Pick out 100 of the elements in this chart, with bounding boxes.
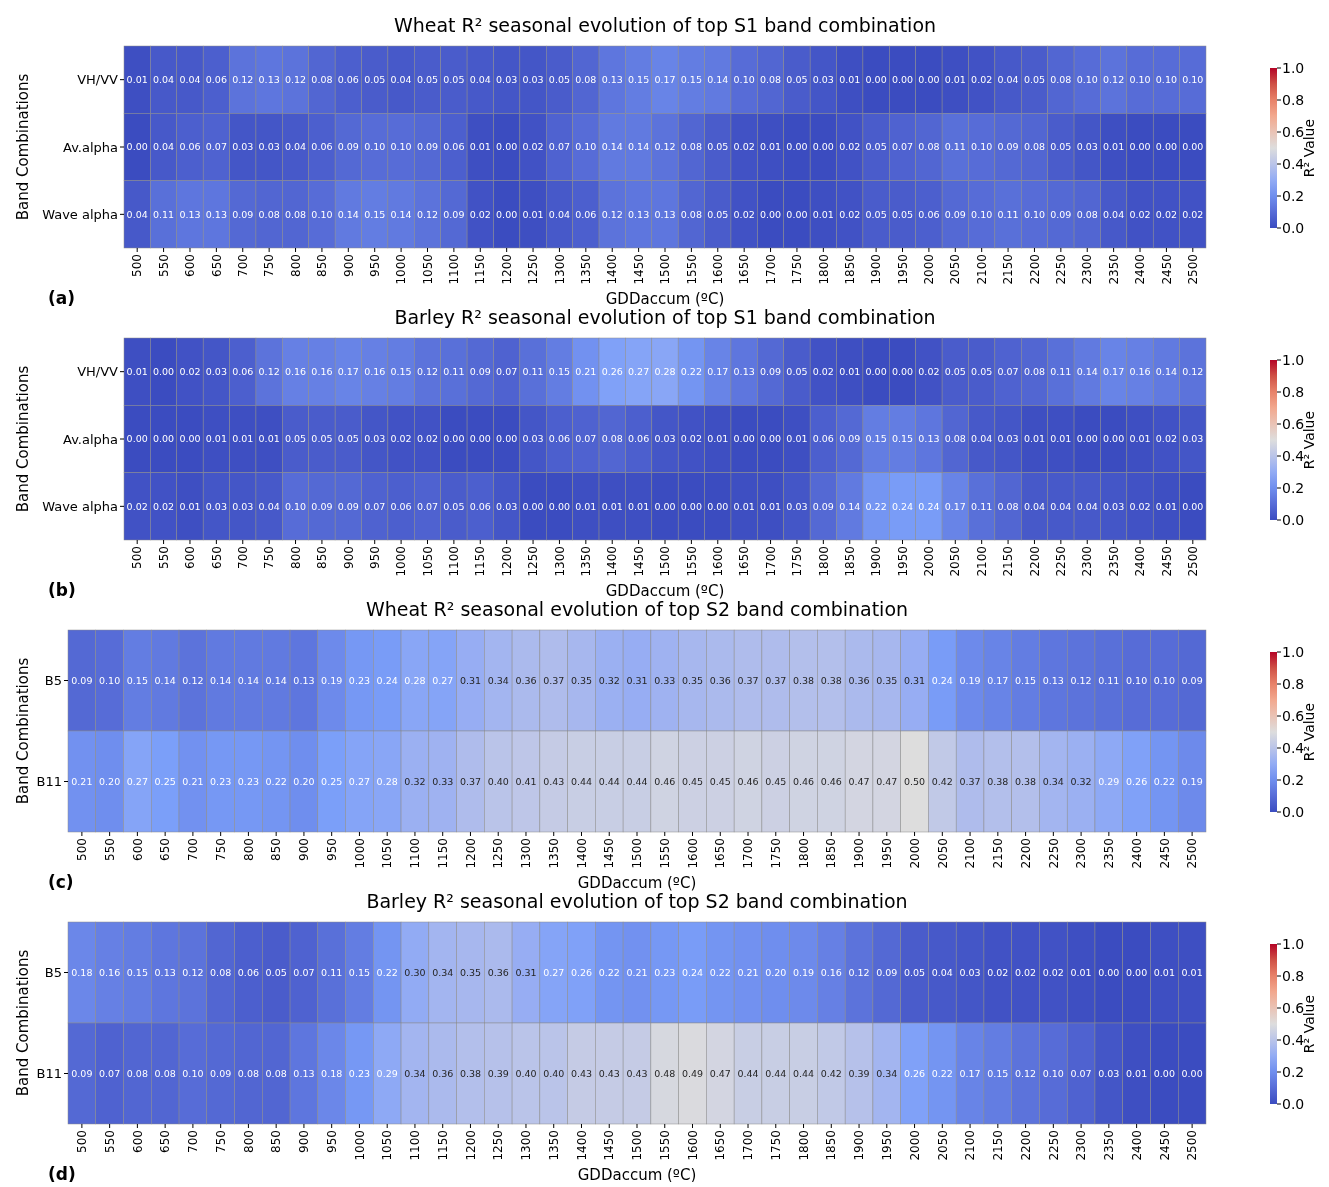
data-label: 0.36 <box>487 966 509 978</box>
x-tick-label: 1700 <box>741 838 756 869</box>
chart-title: Barley R² seasonal evolution of top S1 band combination <box>394 306 936 328</box>
data-label: 0.08 <box>311 73 333 85</box>
data-label: 0.05 <box>284 433 307 445</box>
data-label: 0.09 <box>1050 208 1072 220</box>
data-label: 0.01 <box>232 433 254 445</box>
x-tick-label: 1400 <box>605 254 620 285</box>
data-label: 0.10 <box>971 141 993 153</box>
data-label: 0.00 <box>786 141 808 153</box>
data-label: 0.02 <box>153 500 175 512</box>
data-label: 0.18 <box>71 966 93 978</box>
data-label: 0.00 <box>1153 1067 1175 1079</box>
x-tick-label: 1500 <box>658 254 673 285</box>
x-tick-label: 1800 <box>796 838 811 869</box>
data-label: 0.10 <box>1153 674 1175 686</box>
x-tick-label: 900 <box>341 254 356 277</box>
data-label: 0.10 <box>575 141 597 153</box>
data-label: 0.03 <box>1103 500 1125 512</box>
data-label: 0.03 <box>205 365 227 377</box>
data-label: 0.00 <box>1182 141 1204 153</box>
x-tick-label: 1200 <box>499 546 514 577</box>
data-label: 0.10 <box>1023 208 1046 220</box>
data-label: 0.25 <box>154 775 176 787</box>
data-label: 0.19 <box>1181 775 1203 787</box>
data-label: 0.01 <box>179 500 201 512</box>
data-label: 0.17 <box>1103 365 1125 377</box>
data-label: 0.01 <box>707 433 729 445</box>
data-label: 0.03 <box>522 73 544 85</box>
x-tick-label: 1400 <box>574 838 589 869</box>
data-label: 0.29 <box>1098 775 1120 787</box>
data-label: 0.02 <box>733 141 755 153</box>
data-label: 0.47 <box>848 775 870 787</box>
color-bar-label: 0.8 <box>1282 383 1305 400</box>
data-label: 0.13 <box>258 73 280 85</box>
x-tick-label: 850 <box>269 1130 284 1153</box>
data-label: 0.11 <box>443 365 465 377</box>
data-label: 0.07 <box>99 1067 121 1079</box>
data-label: 0.14 <box>265 674 287 686</box>
data-label: 0.05 <box>443 500 465 512</box>
data-label: 0.09 <box>876 966 898 978</box>
data-label: 0.11 <box>1050 365 1072 377</box>
x-tick-label: 850 <box>315 546 330 569</box>
data-label: 0.00 <box>179 433 201 445</box>
x-tick-label: 2050 <box>935 1130 950 1161</box>
x-tick-label: 1950 <box>880 838 894 869</box>
data-label: 0.00 <box>759 433 782 445</box>
data-label: 0.00 <box>126 141 148 153</box>
data-label: 0.00 <box>1098 966 1120 978</box>
data-label: 0.01 <box>759 500 782 512</box>
x-tick-label: 1100 <box>447 546 462 577</box>
data-label: 0.01 <box>126 365 148 377</box>
data-label: 0.02 <box>179 365 201 377</box>
x-tick-label: 1450 <box>602 838 617 869</box>
data-label: 0.08 <box>154 1067 176 1079</box>
data-label: 0.06 <box>390 500 412 512</box>
x-tick-label: 2200 <box>1027 254 1042 285</box>
x-tick-label: 700 <box>186 838 201 861</box>
x-tick-label: 1250 <box>491 1130 506 1161</box>
x-tick-label: 900 <box>297 838 312 861</box>
data-label: 0.06 <box>575 208 597 220</box>
data-label: 0.02 <box>1182 208 1204 220</box>
data-label: 0.00 <box>469 433 491 445</box>
data-label: 0.38 <box>820 674 842 686</box>
data-label: 0.10 <box>1182 73 1204 85</box>
x-tick-label: 2150 <box>1001 254 1016 285</box>
data-label: 0.15 <box>126 966 148 978</box>
data-label: 0.42 <box>931 775 953 787</box>
data-label: 0.27 <box>543 966 565 978</box>
data-label: 0.03 <box>997 433 1019 445</box>
data-label: 0.09 <box>71 1067 93 1079</box>
x-tick-label: 1050 <box>380 1130 395 1161</box>
x-tick-label: 1200 <box>499 254 514 285</box>
data-label: 0.16 <box>820 966 842 978</box>
data-label: 0.08 <box>1076 208 1098 220</box>
data-label: 0.07 <box>997 365 1019 377</box>
data-label: 0.10 <box>284 500 307 512</box>
data-label: 0.35 <box>459 966 482 978</box>
data-label: 0.14 <box>337 208 359 220</box>
data-label: 0.15 <box>680 73 702 85</box>
data-label: 0.15 <box>891 433 914 445</box>
data-label: 0.02 <box>918 365 940 377</box>
x-tick-label: 950 <box>367 546 382 569</box>
x-tick-label: 2050 <box>948 546 963 577</box>
data-label: 0.00 <box>1129 141 1151 153</box>
data-label: 0.01 <box>1070 966 1092 978</box>
x-tick-label: 2200 <box>1018 838 1033 869</box>
data-label: 0.10 <box>182 1067 204 1079</box>
data-label: 0.09 <box>311 500 333 512</box>
data-label: 0.00 <box>1155 141 1177 153</box>
data-label: 0.22 <box>265 775 287 787</box>
color-bar-label: 0.0 <box>1282 219 1305 236</box>
data-label: 0.00 <box>759 208 782 220</box>
data-label: 0.00 <box>1126 966 1148 978</box>
data-label: 0.08 <box>601 433 623 445</box>
x-tick-label: 1900 <box>852 838 867 869</box>
data-label: 0.08 <box>126 1067 148 1079</box>
x-tick-label: 1650 <box>713 1130 728 1161</box>
x-tick-label: 1050 <box>420 254 435 285</box>
x-tick-label: 1950 <box>880 1130 894 1161</box>
